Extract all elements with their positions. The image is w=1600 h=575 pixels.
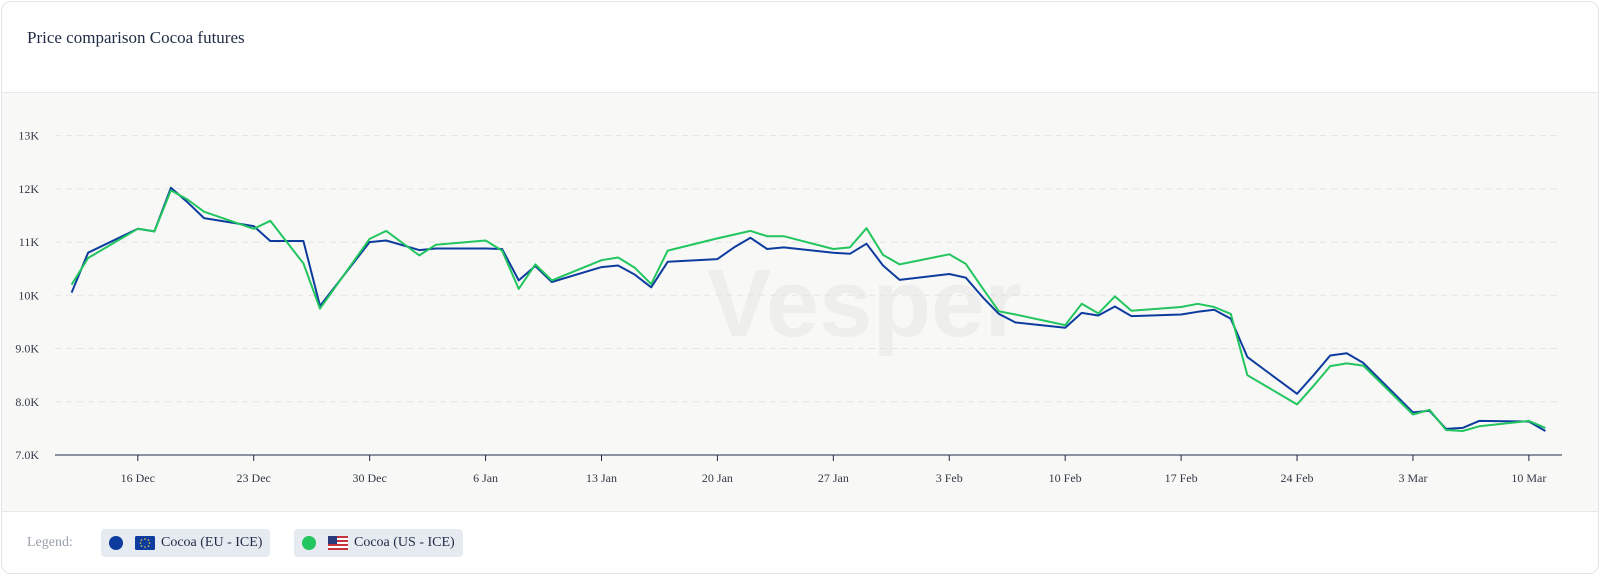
x-tick-label: 17 Feb [1165, 471, 1198, 485]
watermark-text: Vesper [707, 250, 1022, 357]
x-tick-label: 13 Jan [586, 471, 617, 485]
x-tick-label: 10 Feb [1049, 471, 1082, 485]
x-tick-label: 24 Feb [1281, 471, 1314, 485]
chart-title: Price comparison Cocoa futures [27, 28, 245, 47]
x-tick-label: 6 Jan [473, 471, 498, 485]
series-lines [70, 186, 1546, 432]
legend-item-label: Cocoa (EU - ICE) [161, 535, 263, 550]
y-tick-label: 7.0K [15, 448, 39, 462]
line-chart: Vesper 7.0K 8.0K 9.0K 10K 11K 12K 13K 16 Dec 23 … [15, 129, 1562, 485]
legend-item-label: Cocoa (US - ICE) [354, 535, 455, 550]
y-tick-label: 10K [18, 288, 39, 302]
x-tick-label: 10 Mar [1511, 471, 1546, 485]
y-tick-label: 11K [19, 235, 40, 249]
plot-area: Vesper 7.0K 8.0K 9.0K 10K 11K 12K 13K 16 Dec 23 … [2, 93, 1598, 512]
chart-header: Price comparison Cocoa futures [2, 2, 1598, 93]
x-tick-label: 23 Dec [237, 471, 271, 485]
x-tick-label: 3 Feb [936, 471, 963, 485]
legend-item-us[interactable]: Cocoa (US - ICE) [294, 529, 463, 557]
legend-label: Legend: [27, 535, 73, 550]
x-tick-label: 20 Jan [702, 471, 733, 485]
legend-item-eu[interactable]: Cocoa (EU - ICE) [101, 529, 271, 557]
series-color-dot [109, 536, 123, 550]
y-tick-label: 12K [18, 182, 39, 196]
x-tick-label: 27 Jan [818, 471, 849, 485]
axes: 7.0K 8.0K 9.0K 10K 11K 12K 13K 16 Dec 23 Dec 30 D… [15, 129, 1562, 485]
x-tick-label: 3 Mar [1398, 471, 1427, 485]
y-tick-label: 9.0K [15, 342, 39, 356]
x-tick-label: 16 Dec [121, 471, 155, 485]
series-color-dot [302, 536, 316, 550]
y-tick-label: 8.0K [15, 395, 39, 409]
x-tick-label: 30 Dec [352, 471, 386, 485]
series-line-us[interactable] [70, 189, 1546, 432]
us-flag-icon [328, 536, 348, 550]
legend: Legend: Cocoa (EU - ICE) [2, 512, 1598, 573]
y-tick-label: 13K [18, 129, 39, 143]
eu-flag-icon [135, 536, 155, 550]
